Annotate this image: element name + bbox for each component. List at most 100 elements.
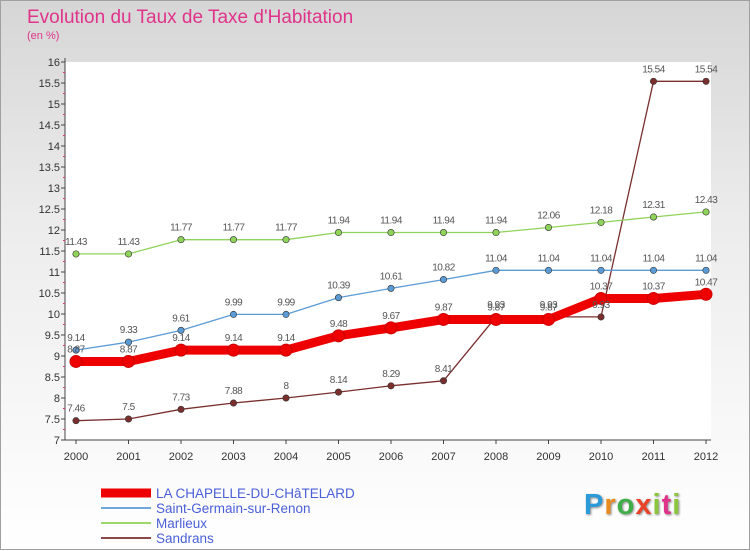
data-point (282, 236, 290, 244)
y-tick-label: 11 (49, 267, 60, 279)
y-tick-label: 8 (54, 393, 60, 405)
y-tick-label: 11.5 (39, 246, 60, 258)
data-label: 8.87 (120, 344, 138, 355)
data-point (69, 354, 83, 368)
data-label: 11.94 (328, 216, 351, 227)
data-point (699, 287, 713, 301)
data-point (702, 208, 710, 216)
data-label: 11.04 (485, 253, 508, 264)
legend-label: Sandrans (156, 531, 214, 546)
data-point (334, 294, 342, 302)
data-label: 11.04 (590, 253, 613, 264)
proxiti-logo: Proxiti (584, 489, 682, 521)
data-label: 11.43 (118, 237, 141, 248)
data-label: 12.43 (695, 195, 718, 206)
data-label: 15.54 (695, 64, 718, 75)
data-label: 9.87 (487, 302, 505, 313)
data-label: 9.99 (277, 297, 295, 308)
chart-title: Evolution du Taux de Taxe d'Habitation (27, 7, 354, 28)
x-tick-label: 2010 (589, 451, 613, 463)
data-point (387, 229, 395, 237)
data-point (649, 213, 657, 221)
data-point (649, 266, 657, 274)
data-point (125, 250, 133, 258)
data-point (597, 313, 605, 321)
data-label: 11.94 (485, 216, 508, 227)
x-tick-label: 2006 (379, 451, 403, 463)
y-tick-label: 16 (48, 57, 60, 69)
data-label: 10.82 (432, 263, 455, 274)
data-point (439, 377, 447, 385)
data-label: 8.41 (435, 364, 453, 375)
data-point (649, 77, 657, 85)
data-label: 9.14 (277, 333, 295, 344)
data-point (282, 394, 290, 402)
data-point (279, 343, 293, 357)
data-point (489, 312, 503, 326)
data-point (384, 321, 398, 335)
data-point (282, 310, 290, 318)
data-label: 11.77 (275, 223, 298, 234)
data-label: 8.87 (67, 344, 85, 355)
y-tick-label: 8.5 (45, 372, 60, 384)
data-label: 10.39 (327, 281, 350, 292)
data-point (177, 405, 185, 413)
data-point (227, 343, 240, 357)
data-point (125, 338, 133, 346)
x-tick-label: 2011 (642, 451, 666, 463)
data-label: 7.46 (67, 404, 85, 415)
data-label: 9.93 (540, 300, 558, 311)
y-tick-label: 9.5 (45, 330, 60, 342)
y-tick-label: 9 (54, 351, 60, 363)
data-label: 9.14 (172, 333, 190, 344)
data-point (594, 291, 608, 305)
data-point (492, 229, 500, 237)
legend-label: LA CHAPELLE-DU-CHâTELARD (156, 486, 355, 501)
x-tick-label: 2007 (431, 451, 455, 463)
data-label: 12.18 (590, 205, 613, 216)
data-point (72, 417, 80, 425)
plot-area (65, 62, 711, 440)
data-label: 15.54 (642, 64, 665, 75)
data-point (597, 218, 605, 226)
data-point (334, 388, 342, 396)
data-point (230, 236, 238, 244)
y-tick-label: 10.5 (39, 288, 60, 300)
x-tick-label: 2000 (64, 451, 88, 463)
data-point (437, 312, 450, 326)
data-label: 9.93 (592, 300, 610, 311)
data-label: 11.94 (433, 216, 456, 227)
y-tick-label: 14 (48, 141, 60, 153)
data-label: 7.73 (172, 392, 190, 403)
data-label: 11.77 (170, 223, 193, 234)
data-point (125, 415, 133, 423)
data-point (72, 250, 80, 258)
data-point (177, 236, 185, 244)
y-tick-label: 10 (48, 309, 60, 321)
data-label: 10.37 (590, 281, 613, 292)
data-point (230, 399, 238, 407)
data-label: 9.67 (382, 311, 400, 322)
y-tick-label: 7 (54, 435, 60, 447)
data-label: 9.87 (435, 302, 453, 313)
data-label: 9.87 (540, 302, 558, 313)
data-label: 11.77 (223, 223, 246, 234)
y-tick-label: 15.5 (39, 78, 60, 90)
data-label: 9.14 (225, 333, 243, 344)
data-point (542, 312, 555, 326)
data-point (332, 329, 345, 343)
y-tick-label: 13.5 (39, 162, 60, 174)
data-label: 11.94 (380, 216, 403, 227)
data-label: 9.93 (487, 300, 505, 311)
data-label: 8 (283, 381, 289, 392)
x-tick-label: 2005 (326, 451, 350, 463)
data-label: 9.33 (120, 325, 138, 336)
data-label: 12.06 (537, 210, 560, 221)
data-point (702, 77, 710, 85)
data-label: 8.14 (330, 375, 348, 386)
y-tick-label: 12 (48, 225, 60, 237)
data-label: 8.29 (382, 369, 400, 380)
x-tick-label: 2004 (274, 451, 298, 463)
data-label: 11.04 (538, 253, 561, 264)
